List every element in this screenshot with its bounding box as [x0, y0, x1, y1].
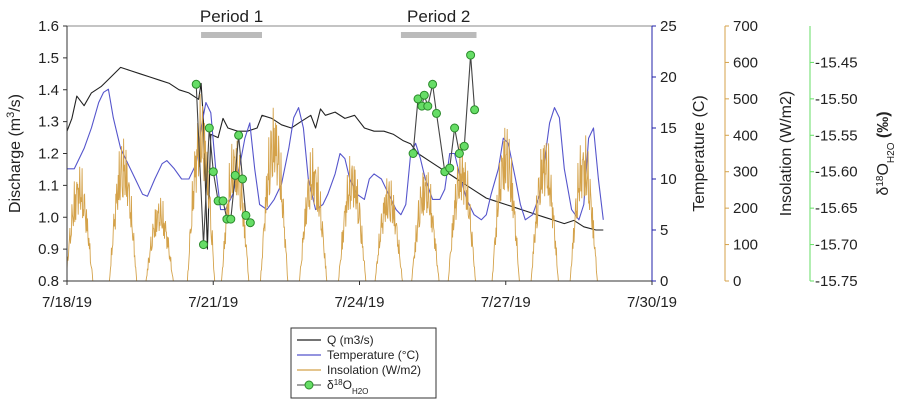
temperature-axis-title: Temperature (C) — [691, 95, 708, 211]
discharge-tick-6: 1.4 — [38, 82, 59, 99]
isotope-point-5 — [218, 196, 228, 206]
series-line-1 — [67, 88, 604, 221]
insolation-tick-1: 100 — [733, 237, 758, 254]
x-tick-3: 7/27/19 — [481, 294, 531, 311]
discharge-tick-0: 0.8 — [38, 273, 59, 290]
isotope-point-25 — [466, 50, 476, 60]
isotope-tick-4: -15.65 — [815, 200, 858, 217]
legend-label-1: Temperature (°C) — [327, 348, 419, 362]
periods-layer: Period 1 Period 2 — [200, 7, 477, 38]
discharge-tick-8: 1.6 — [38, 18, 59, 35]
legend: Q (m3/s)Temperature (°C)Insolation (W/m2… — [290, 327, 437, 399]
isotope-point-26 — [470, 105, 480, 115]
isotope-point-1 — [199, 240, 208, 250]
isotope-tick-1: -15.50 — [815, 91, 858, 108]
isotope-tick-0: -15.45 — [815, 54, 858, 71]
isotope-point-18 — [428, 79, 438, 89]
isotope-tick-3: -15.60 — [815, 164, 858, 181]
discharge-tick-4: 1.2 — [38, 146, 59, 163]
temperature-tick-3: 15 — [660, 120, 677, 137]
insolation-tick-5: 500 — [733, 91, 758, 108]
insolation-tick-3: 300 — [733, 164, 758, 181]
isotope-connector-1 — [412, 55, 476, 173]
isotope-point-10 — [238, 174, 247, 184]
isotope-point-23 — [454, 149, 464, 158]
period-bar-1 — [400, 32, 477, 38]
discharge-axis-title: Discharge (m3/s) — [5, 94, 24, 213]
isotope-point-8 — [230, 170, 240, 180]
isotope-point-19 — [432, 108, 441, 118]
discharge-tick-7: 1.5 — [38, 50, 59, 67]
isotope-point-22 — [450, 123, 460, 133]
isotope-tick-2: -15.55 — [815, 127, 858, 144]
insolation-tick-6: 600 — [733, 54, 758, 71]
temperature-tick-1: 5 — [660, 222, 668, 239]
legend-label-2: Insolation (W/m2) — [327, 363, 421, 377]
plot-frame — [66, 25, 653, 282]
plot-area — [66, 25, 653, 282]
isotope-point-7 — [226, 214, 236, 224]
period-bar-0 — [201, 32, 262, 38]
period-label-0: Period 1 — [200, 7, 263, 26]
insolation-tick-0: 0 — [733, 273, 741, 290]
series-line-2 — [66, 93, 604, 282]
isotope-tick-5: -15.70 — [815, 237, 858, 254]
legend-label-3: δ18OH2O — [327, 378, 368, 396]
isotope-tick-6: -15.75 — [815, 273, 858, 290]
temperature-tick-2: 10 — [660, 171, 677, 188]
isotope-point-11 — [241, 210, 251, 220]
isotope-point-24 — [459, 141, 469, 151]
series-line-0 — [66, 66, 604, 250]
insolation-tick-2: 200 — [733, 200, 758, 217]
x-tick-1: 7/21/19 — [188, 294, 238, 311]
isotope-point-2 — [204, 123, 214, 133]
isotope-point-16 — [419, 90, 429, 100]
legend-swatch-3 — [304, 380, 314, 390]
isotope-point-0 — [191, 79, 201, 89]
insolation-tick-4: 400 — [733, 127, 758, 144]
insolation-axis-title: Insolation (W/m2) — [778, 91, 795, 216]
isotope-point-21 — [445, 163, 455, 173]
isotope-point-13 — [408, 149, 418, 158]
discharge-tick-2: 1.0 — [38, 209, 59, 226]
temperature-tick-4: 20 — [660, 69, 677, 86]
isotope-point-9 — [234, 130, 244, 140]
insolation-tick-7: 700 — [733, 18, 758, 35]
isotope-point-17 — [423, 101, 433, 111]
discharge-tick-3: 1.1 — [38, 177, 59, 194]
isotope-point-3 — [208, 167, 218, 177]
axes-layer: 0.8 0.9 1.0 1.1 1.2 1.3 1.4 1.5 1.6 Discharge (m3… — [5, 18, 897, 311]
discharge-tick-5: 1.3 — [38, 114, 59, 131]
period-label-1: Period 2 — [407, 7, 470, 26]
temperature-tick-5: 25 — [660, 18, 677, 35]
isotope-axis-title: δ18OH2O (‰) — [875, 111, 897, 195]
temperature-tick-0: 0 — [660, 273, 668, 290]
isotope-point-12 — [245, 218, 255, 228]
discharge-tick-1: 0.9 — [38, 241, 59, 258]
x-tick-0: 7/18/19 — [42, 294, 92, 311]
legend-label-0: Q (m3/s) — [327, 333, 374, 347]
x-tick-4: 7/30/19 — [627, 294, 677, 311]
x-tick-2: 7/24/19 — [334, 294, 384, 311]
